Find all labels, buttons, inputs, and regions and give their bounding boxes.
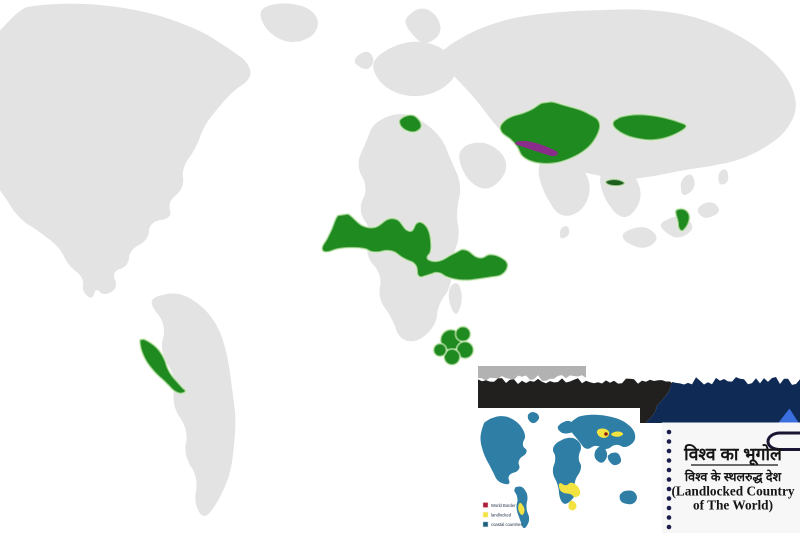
svg-text:landlocked: landlocked [491, 513, 512, 518]
svg-text:विश्व के स्थलरुद्ध देश: विश्व के स्थलरुद्ध देश [684, 469, 782, 484]
svg-text:(Landlocked Country: (Landlocked Country [671, 484, 794, 499]
svg-text:World Border: World Border [491, 503, 516, 508]
svg-text:coastal countries: coastal countries [491, 522, 522, 527]
svg-text:विश्व का भूगोल: विश्व का भूगोल [683, 443, 783, 466]
svg-text:of The World): of The World) [693, 498, 773, 513]
